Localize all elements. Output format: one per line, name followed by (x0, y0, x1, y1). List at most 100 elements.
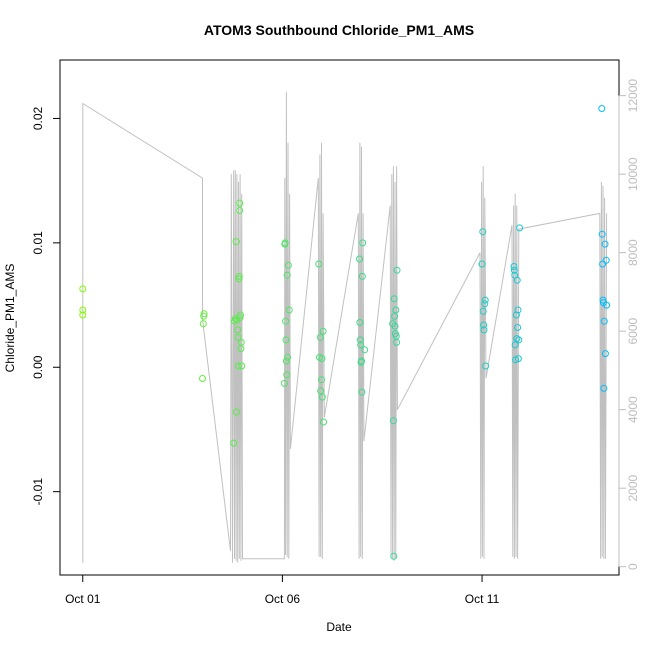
data-point (200, 310, 208, 318)
x-tick-label: Oct 01 (65, 592, 101, 606)
data-point (480, 321, 488, 329)
data-point (510, 266, 518, 274)
data-point (319, 327, 327, 335)
data-point (480, 326, 488, 334)
data-point (231, 315, 239, 323)
data-point (393, 338, 401, 346)
data-point (282, 357, 290, 365)
data-point (235, 275, 243, 283)
data-point (358, 388, 366, 396)
data-point (234, 333, 242, 341)
data-point (238, 362, 246, 370)
y2-tick-label: 10000 (626, 157, 640, 191)
y2-tick-label: 2000 (626, 475, 640, 502)
data-point (482, 362, 490, 370)
y2-tick-label: 6000 (626, 317, 640, 344)
data-point (478, 260, 486, 268)
plot-frame (59, 59, 620, 576)
data-point (318, 355, 326, 363)
y2-tick-label: 8000 (626, 239, 640, 266)
data-point (391, 312, 399, 320)
data-point (284, 261, 292, 269)
x-tick-label: Oct 11 (465, 592, 500, 606)
data-point (512, 311, 520, 319)
axis-layer: Oct 01 Oct 06 Oct 11 -0.01 0.00 0.01 0.02 0 2000… (31, 79, 640, 606)
data-point (390, 552, 398, 560)
data-point (515, 336, 523, 344)
data-point (513, 276, 521, 284)
chart-title: ATOM3 Southbound Chloride_PM1_AMS (204, 22, 474, 38)
y-tick-label: 0.00 (31, 355, 45, 379)
data-point (236, 314, 244, 321)
y-tick-label: 0.01 (31, 231, 45, 255)
data-point (514, 306, 522, 314)
data-point (233, 408, 240, 416)
data-point (481, 300, 489, 308)
data-point (285, 306, 293, 314)
x-axis-label: Date (326, 620, 352, 634)
data-point (236, 199, 244, 207)
data-point (513, 335, 521, 343)
data-point (237, 338, 245, 346)
data-point (479, 307, 487, 315)
y-tick-label: -0.01 (31, 478, 45, 506)
data-point (481, 296, 489, 304)
data-point (514, 324, 522, 331)
data-point (393, 266, 401, 274)
data-point (234, 326, 242, 334)
y2-tick-label: 12000 (626, 79, 640, 113)
data-point (284, 353, 292, 361)
data-point (79, 285, 87, 293)
data-point (601, 350, 609, 358)
data-point (317, 387, 325, 395)
data-point (282, 317, 290, 325)
data-point (236, 207, 244, 214)
data-point (318, 376, 325, 384)
data-point (356, 319, 364, 326)
data-point (600, 317, 608, 325)
data-point (199, 320, 207, 328)
data-point (598, 105, 606, 112)
data-point (283, 271, 291, 279)
data-point (320, 418, 327, 426)
data-point (389, 417, 397, 425)
data-point (356, 336, 364, 344)
data-point (281, 239, 289, 247)
data-point (358, 272, 366, 280)
y-axis-label: Chloride_PM1_AMS (3, 264, 17, 373)
series-line (82, 91, 608, 563)
data-point (79, 311, 87, 319)
data-point (361, 346, 369, 354)
data-point (603, 301, 611, 309)
data-point (391, 322, 399, 330)
data-point (390, 295, 398, 303)
data-point (602, 256, 610, 264)
data-point (356, 255, 363, 263)
data-point (600, 384, 608, 392)
data-point (358, 357, 365, 365)
data-point (316, 333, 324, 341)
data-point (599, 260, 607, 268)
data-point (599, 296, 607, 304)
data-point (230, 439, 238, 447)
data-point (315, 260, 323, 268)
y2-tick-label: 0 (626, 563, 640, 570)
data-point (200, 312, 208, 320)
series-layer (79, 91, 611, 563)
data-point (235, 272, 243, 280)
data-point (232, 238, 240, 246)
data-point (511, 341, 519, 349)
data-point (514, 355, 522, 363)
data-point (479, 228, 487, 236)
data-point (235, 362, 242, 370)
data-point (318, 393, 326, 401)
data-point (392, 306, 400, 314)
data-point (283, 371, 291, 379)
data-point (359, 239, 367, 247)
data-point (601, 240, 609, 248)
data-point (282, 336, 290, 344)
data-point (237, 311, 244, 319)
data-point (199, 375, 206, 382)
y2-tick-label: 4000 (626, 396, 640, 423)
